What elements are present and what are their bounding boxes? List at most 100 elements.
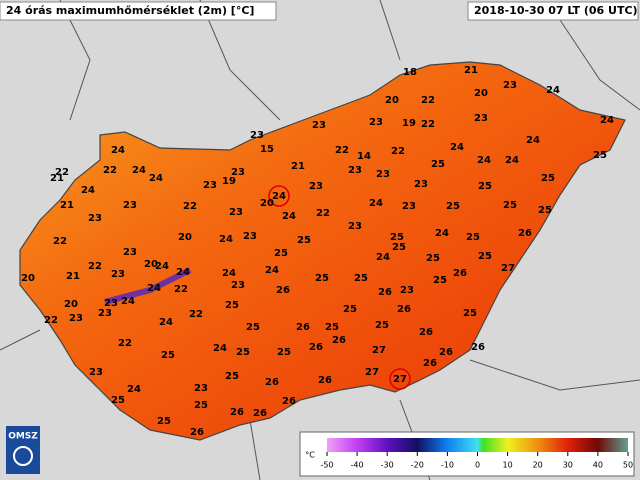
station-value: 25 xyxy=(431,159,445,170)
station-value: 25 xyxy=(390,232,404,243)
station-value: 25 xyxy=(426,253,440,264)
legend-tick-label: -30 xyxy=(381,461,394,470)
station-value: 23 xyxy=(231,280,245,291)
station-value: 25 xyxy=(277,347,291,358)
station-value: 25 xyxy=(274,248,288,259)
country xyxy=(19,61,626,441)
station-value: 23 xyxy=(88,213,102,224)
station-value: 22 xyxy=(421,119,435,130)
station-value: 25 xyxy=(157,416,171,427)
station-value: 22 xyxy=(55,167,69,178)
legend-tick-label: -20 xyxy=(411,461,424,470)
station-value: 26 xyxy=(190,427,204,438)
station-value: 24 xyxy=(132,165,146,176)
station-value: 21 xyxy=(66,271,80,282)
logo: OMSZ xyxy=(8,432,38,442)
station-value: 23 xyxy=(203,180,217,191)
station-highlight xyxy=(389,368,411,390)
station-value: 25 xyxy=(466,232,480,243)
station-value: 26 xyxy=(518,228,532,239)
station-value: 24 xyxy=(272,191,286,202)
station-value: 26 xyxy=(276,285,290,296)
title-box xyxy=(0,1,277,21)
lake xyxy=(104,267,192,305)
station-value: 21 xyxy=(291,161,305,172)
station-value: 25 xyxy=(541,173,555,184)
station-value: 25 xyxy=(433,275,447,286)
station-value: 23 xyxy=(69,313,83,324)
legend-tick-label: 20 xyxy=(533,461,543,470)
title: 24 órás maximumhőmérséklet (2m) [°C] xyxy=(6,4,254,17)
timestamp-box xyxy=(467,1,639,21)
station-value: 25 xyxy=(354,273,368,284)
station-value: 26 xyxy=(397,304,411,315)
station-value: 26 xyxy=(230,407,244,418)
station-value: 22 xyxy=(53,236,67,247)
station-value: 22 xyxy=(189,309,203,320)
legend-tick-label: -10 xyxy=(441,461,454,470)
station-value: 24 xyxy=(600,115,614,126)
station-value: 26 xyxy=(265,377,279,388)
station-value: 22 xyxy=(118,338,132,349)
station-value: 23 xyxy=(348,221,362,232)
station-value: 21 xyxy=(50,173,64,184)
legend-tick-label: 30 xyxy=(563,461,573,470)
station-value: 27 xyxy=(372,345,386,356)
station-value: 26 xyxy=(253,408,267,419)
station-value: 26 xyxy=(378,287,392,298)
station-value: 25 xyxy=(225,371,239,382)
station-value: 24 xyxy=(222,268,236,279)
station-value: 20 xyxy=(64,299,78,310)
station-value: 24 xyxy=(159,317,173,328)
station-value: 23 xyxy=(98,308,112,319)
station-value: 19 xyxy=(222,176,236,187)
station-value: 23 xyxy=(400,285,414,296)
station-value: 25 xyxy=(343,304,357,315)
station-value: 25 xyxy=(538,205,552,216)
station-value: 24 xyxy=(282,211,296,222)
station-value: 25 xyxy=(297,235,311,246)
station-value: 26 xyxy=(309,342,323,353)
station-value: 22 xyxy=(335,145,349,156)
station-value: 23 xyxy=(402,201,416,212)
station-value: 22 xyxy=(183,201,197,212)
station-value: 25 xyxy=(161,350,175,361)
station-value: 26 xyxy=(282,396,296,407)
station-value: 22 xyxy=(44,315,58,326)
station-value: 23 xyxy=(243,231,257,242)
station-value: 24 xyxy=(149,173,163,184)
station-value: 23 xyxy=(123,247,137,258)
station-value: 22 xyxy=(174,284,188,295)
station-value: 24 xyxy=(121,296,135,307)
station-value: 23 xyxy=(123,200,137,211)
station-value: 26 xyxy=(419,327,433,338)
station-value: 23 xyxy=(503,80,517,91)
station-value: 23 xyxy=(309,181,323,192)
station-value: 24 xyxy=(127,384,141,395)
station-value: 23 xyxy=(474,113,488,124)
legend-tick-label: -40 xyxy=(351,461,364,470)
legend-unit: °C xyxy=(305,451,315,460)
station-value: 24 xyxy=(111,145,125,156)
station-value: 23 xyxy=(312,120,326,131)
station-value: 25 xyxy=(325,322,339,333)
legend-tick-label: -50 xyxy=(320,461,333,470)
station-value: 23 xyxy=(250,130,264,141)
station-value: 24 xyxy=(219,234,233,245)
station-value: 26 xyxy=(453,268,467,279)
station-value: 26 xyxy=(439,347,453,358)
station-value: 24 xyxy=(477,155,491,166)
station-value: 25 xyxy=(315,273,329,284)
station-value: 20 xyxy=(474,88,488,99)
station-value: 26 xyxy=(318,375,332,386)
station-value: 23 xyxy=(414,179,428,190)
station-value: 23 xyxy=(111,269,125,280)
timestamp: 2018-10-30 07 LT (06 UTC) xyxy=(474,4,638,17)
station-value: 24 xyxy=(546,85,560,96)
station-value: 24 xyxy=(505,155,519,166)
station-value: 24 xyxy=(265,265,279,276)
station-value: 23 xyxy=(376,169,390,180)
station-value: 26 xyxy=(332,335,346,346)
station-value: 24 xyxy=(526,135,540,146)
